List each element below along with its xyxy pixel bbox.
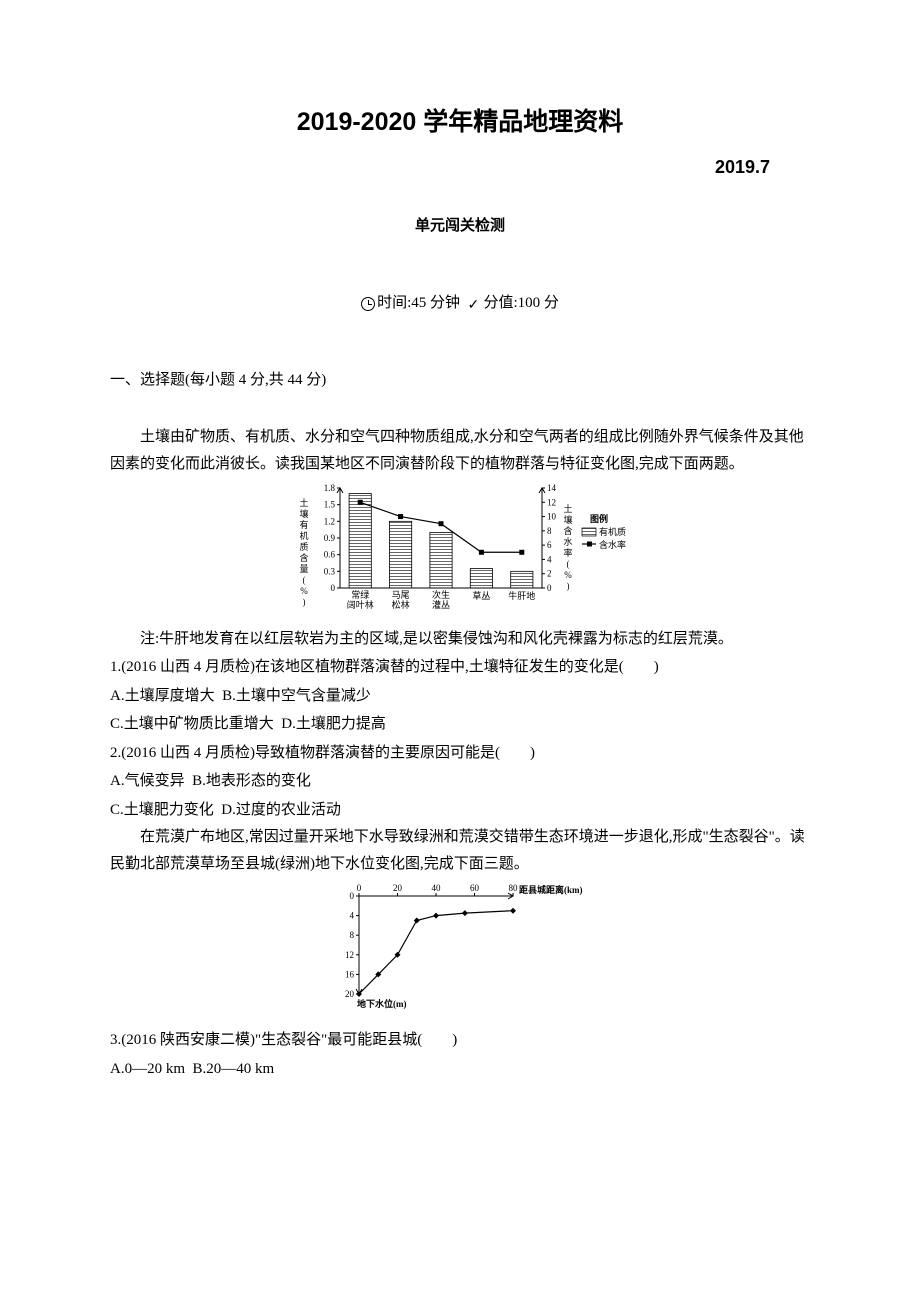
svg-text:壤: 壤 bbox=[299, 508, 308, 519]
svg-text:土: 土 bbox=[563, 503, 572, 514]
svg-text:(: ( bbox=[303, 575, 306, 585]
q1-optD: D.土壤肥力提高 bbox=[281, 716, 386, 732]
svg-text:): ) bbox=[303, 597, 306, 607]
svg-text:0: 0 bbox=[350, 891, 355, 901]
svg-text:机: 机 bbox=[299, 530, 308, 541]
section-heading: 一、选择题(每小题 4 分,共 44 分) bbox=[110, 367, 810, 394]
svg-text:20: 20 bbox=[345, 989, 355, 999]
svg-text:马尾: 马尾 bbox=[392, 590, 410, 600]
question-1-stem: 1.(2016 山西 4 月质检)在该地区植物群落演替的过程中,土壤特征发生的变… bbox=[110, 653, 810, 682]
svg-text:%: % bbox=[564, 570, 572, 580]
svg-text:8: 8 bbox=[350, 931, 355, 941]
svg-text:土: 土 bbox=[299, 497, 308, 508]
q2-optD: D.过度的农业活动 bbox=[221, 802, 341, 818]
check-icon bbox=[468, 297, 482, 311]
q1-optC: C.土壤中矿物质比重增大 bbox=[110, 716, 274, 732]
subtitle: 单元闯关检测 bbox=[110, 213, 810, 240]
q3-optA: A.0—20 km bbox=[110, 1061, 185, 1077]
svg-text:有: 有 bbox=[299, 519, 308, 530]
svg-text:有机质: 有机质 bbox=[599, 526, 626, 537]
q2-optC: C.土壤肥力变化 bbox=[110, 802, 214, 818]
svg-text:草丛: 草丛 bbox=[472, 590, 490, 601]
svg-text:图例: 图例 bbox=[590, 513, 608, 524]
q2-optA: A.气候变异 bbox=[110, 773, 185, 789]
svg-text:12: 12 bbox=[345, 950, 354, 960]
svg-text:量: 量 bbox=[299, 564, 308, 574]
q1-optB: B.土壤中空气含量减少 bbox=[222, 688, 371, 704]
date-line: 2019.7 bbox=[110, 151, 810, 183]
note-1: 注:牛肝地发育在以红层软岩为主的区域,是以密集侵蚀沟和风化壳裸露为标志的红层荒漠… bbox=[110, 626, 810, 653]
svg-text:2: 2 bbox=[547, 569, 552, 579]
svg-text:含水率: 含水率 bbox=[599, 539, 626, 550]
svg-text:壤: 壤 bbox=[563, 514, 572, 525]
clock-icon bbox=[361, 297, 375, 311]
svg-text:常绿: 常绿 bbox=[351, 589, 369, 600]
svg-text:8: 8 bbox=[547, 526, 552, 536]
chart-1: 00.30.60.91.21.51.802468101214土壤有机质含量(%)… bbox=[290, 482, 630, 612]
svg-text:12: 12 bbox=[547, 498, 556, 508]
svg-text:6: 6 bbox=[547, 541, 552, 551]
svg-text:率: 率 bbox=[563, 547, 572, 558]
q3-optB: B.20—40 km bbox=[193, 1061, 275, 1077]
svg-text:地下水位(m): 地下水位(m) bbox=[357, 998, 407, 1009]
chart-1-container: 00.30.60.91.21.51.802468101214土壤有机质含量(%)… bbox=[110, 482, 810, 622]
svg-text:水: 水 bbox=[563, 536, 572, 547]
question-2-options-ab: A.气候变异 B.地表形态的变化 bbox=[110, 767, 810, 796]
question-3-options-ab: A.0—20 km B.20—40 km bbox=[110, 1055, 810, 1084]
svg-text:距县城距离(km): 距县城距离(km) bbox=[519, 884, 583, 895]
svg-text:14: 14 bbox=[547, 483, 557, 493]
svg-text:1.8: 1.8 bbox=[324, 483, 336, 493]
svg-text:60: 60 bbox=[470, 883, 480, 893]
svg-text:含: 含 bbox=[299, 552, 308, 563]
q1-optA: A.土壤厚度增大 bbox=[110, 688, 215, 704]
q2-optB: B.地表形态的变化 bbox=[192, 773, 311, 789]
svg-text:4: 4 bbox=[350, 911, 355, 921]
chart-2: 020406080距县城距离(km)048121620地下水位(m) bbox=[325, 882, 595, 1012]
main-title: 2019-2020 学年精品地理资料 bbox=[110, 100, 810, 145]
svg-text:0.6: 0.6 bbox=[324, 550, 336, 560]
svg-text:80: 80 bbox=[509, 883, 519, 893]
svg-text:0: 0 bbox=[357, 883, 362, 893]
chart-2-container: 020406080距县城距离(km)048121620地下水位(m) bbox=[110, 882, 810, 1022]
svg-text:含: 含 bbox=[563, 525, 572, 536]
svg-text:阔叶林: 阔叶林 bbox=[347, 599, 374, 610]
question-1-options-cd: C.土壤中矿物质比重增大 D.土壤肥力提高 bbox=[110, 710, 810, 739]
svg-text:牛肝地: 牛肝地 bbox=[508, 590, 535, 601]
svg-text:20: 20 bbox=[393, 883, 403, 893]
question-2-stem: 2.(2016 山西 4 月质检)导致植物群落演替的主要原因可能是( ) bbox=[110, 739, 810, 768]
svg-text:质: 质 bbox=[299, 541, 308, 552]
score-label: 分值:100 分 bbox=[484, 295, 559, 311]
svg-text:次生: 次生 bbox=[432, 589, 450, 600]
svg-text:0.3: 0.3 bbox=[324, 567, 336, 577]
question-2-options-cd: C.土壤肥力变化 D.过度的农业活动 bbox=[110, 796, 810, 825]
intro-paragraph-1: 土壤由矿物质、有机质、水分和空气四种物质组成,水分和空气两者的组成比例随外界气候… bbox=[110, 424, 810, 478]
svg-text:10: 10 bbox=[547, 512, 557, 522]
svg-text:16: 16 bbox=[345, 970, 355, 980]
question-3-stem: 3.(2016 陕西安康二模)"生态裂谷"最可能距县城( ) bbox=[110, 1026, 810, 1055]
svg-text:0.9: 0.9 bbox=[324, 533, 336, 543]
time-label: 时间:45 分钟 bbox=[377, 295, 460, 311]
svg-text:): ) bbox=[567, 581, 570, 591]
time-score-info: 时间:45 分钟 分值:100 分 bbox=[110, 290, 810, 317]
svg-text:灌丛: 灌丛 bbox=[432, 599, 450, 610]
svg-text:(: ( bbox=[567, 559, 570, 569]
svg-text:4: 4 bbox=[547, 555, 552, 565]
svg-text:0: 0 bbox=[331, 583, 336, 593]
svg-text:松林: 松林 bbox=[392, 599, 410, 610]
svg-text:1.5: 1.5 bbox=[324, 500, 336, 510]
question-1-options-ab: A.土壤厚度增大 B.土壤中空气含量减少 bbox=[110, 682, 810, 711]
svg-text:1.2: 1.2 bbox=[324, 517, 335, 527]
svg-text:%: % bbox=[300, 586, 308, 596]
intro-paragraph-2: 在荒漠广布地区,常因过量开采地下水导致绿洲和荒漠交错带生态环境进一步退化,形成"… bbox=[110, 824, 810, 878]
svg-text:40: 40 bbox=[432, 883, 442, 893]
svg-text:0: 0 bbox=[547, 583, 552, 593]
